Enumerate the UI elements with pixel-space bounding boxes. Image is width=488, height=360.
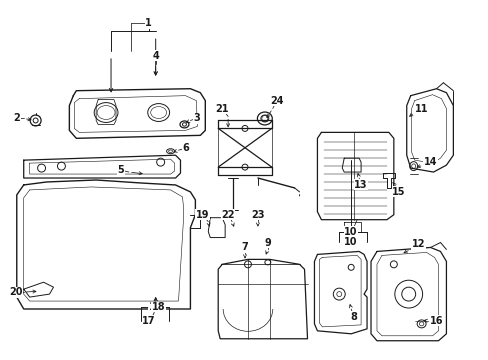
Text: 12: 12 (411, 239, 425, 249)
Text: 18: 18 (148, 302, 162, 312)
Text: 14: 14 (423, 157, 436, 167)
Text: 17: 17 (142, 316, 155, 326)
Text: 22: 22 (221, 210, 234, 220)
Text: 9: 9 (264, 238, 271, 248)
Text: 1: 1 (145, 18, 152, 28)
Text: 19: 19 (195, 210, 209, 220)
Text: 2: 2 (13, 113, 20, 123)
Text: 10: 10 (344, 226, 357, 237)
Text: 7: 7 (241, 243, 248, 252)
Text: 15: 15 (391, 187, 405, 197)
Text: 18: 18 (152, 302, 165, 312)
Text: 24: 24 (269, 96, 283, 105)
Text: 3: 3 (193, 113, 199, 123)
Text: 11: 11 (414, 104, 427, 113)
Text: 23: 23 (251, 210, 264, 220)
Text: 5: 5 (117, 165, 124, 175)
Text: 16: 16 (429, 316, 442, 326)
Text: 8: 8 (350, 312, 357, 322)
Text: 20: 20 (9, 287, 22, 297)
Text: 21: 21 (215, 104, 228, 113)
Text: 17: 17 (142, 316, 155, 326)
Text: 13: 13 (354, 180, 367, 190)
Text: 6: 6 (182, 143, 188, 153)
Text: 4: 4 (152, 51, 159, 61)
Text: 10: 10 (344, 237, 357, 247)
Text: 1: 1 (145, 18, 152, 28)
